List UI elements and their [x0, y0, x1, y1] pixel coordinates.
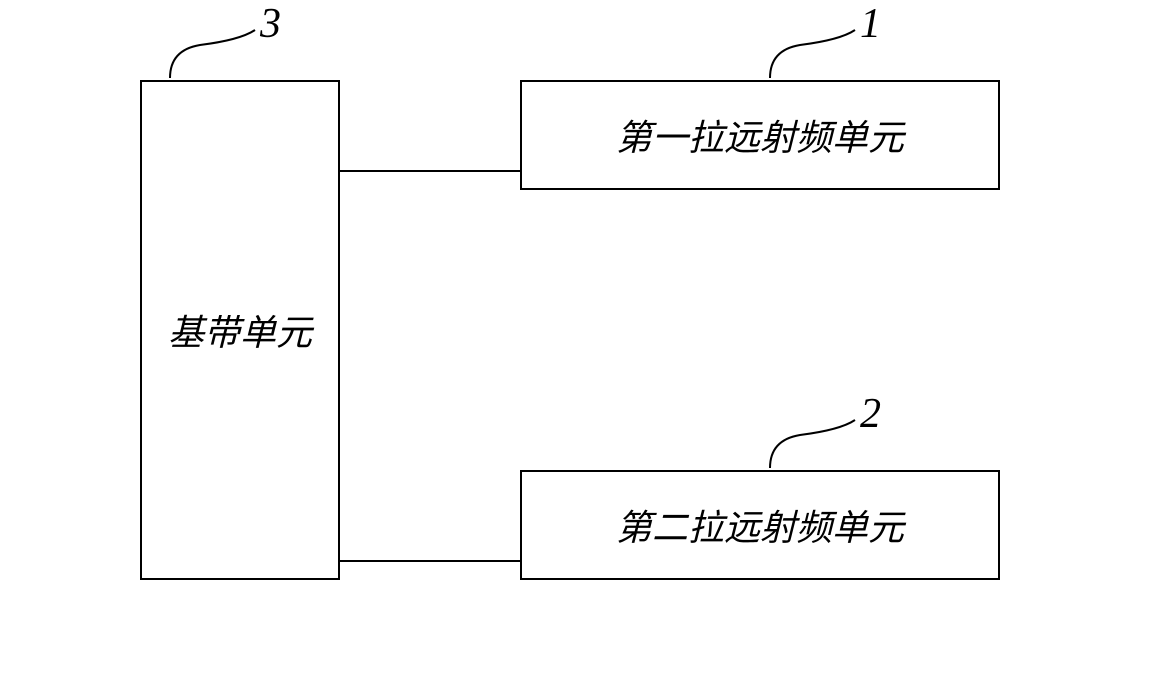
baseband-unit-box: 基带单元 [140, 80, 340, 580]
callout-1: 1 [750, 5, 900, 85]
callout-curve-icon [170, 30, 255, 78]
callout-2: 2 [750, 395, 900, 475]
first-remote-rf-unit-label: 第一拉远射频单元 [616, 109, 904, 161]
connector-top [340, 170, 520, 172]
callout-3-number: 3 [260, 0, 281, 48]
first-remote-rf-unit-box: 第一拉远射频单元 [520, 80, 1000, 190]
callout-curve-icon [770, 30, 855, 78]
callout-3: 3 [150, 5, 300, 85]
baseband-unit-label: 基带单元 [168, 304, 312, 356]
second-remote-rf-unit-box: 第二拉远射频单元 [520, 470, 1000, 580]
connector-bottom [340, 560, 520, 562]
callout-curve-icon [770, 420, 855, 468]
block-diagram: 基带单元 第一拉远射频单元 第二拉远射频单元 3 1 2 [0, 0, 1168, 676]
second-remote-rf-unit-label: 第二拉远射频单元 [616, 499, 904, 551]
callout-1-number: 1 [860, 0, 881, 48]
callout-2-number: 2 [860, 390, 881, 438]
